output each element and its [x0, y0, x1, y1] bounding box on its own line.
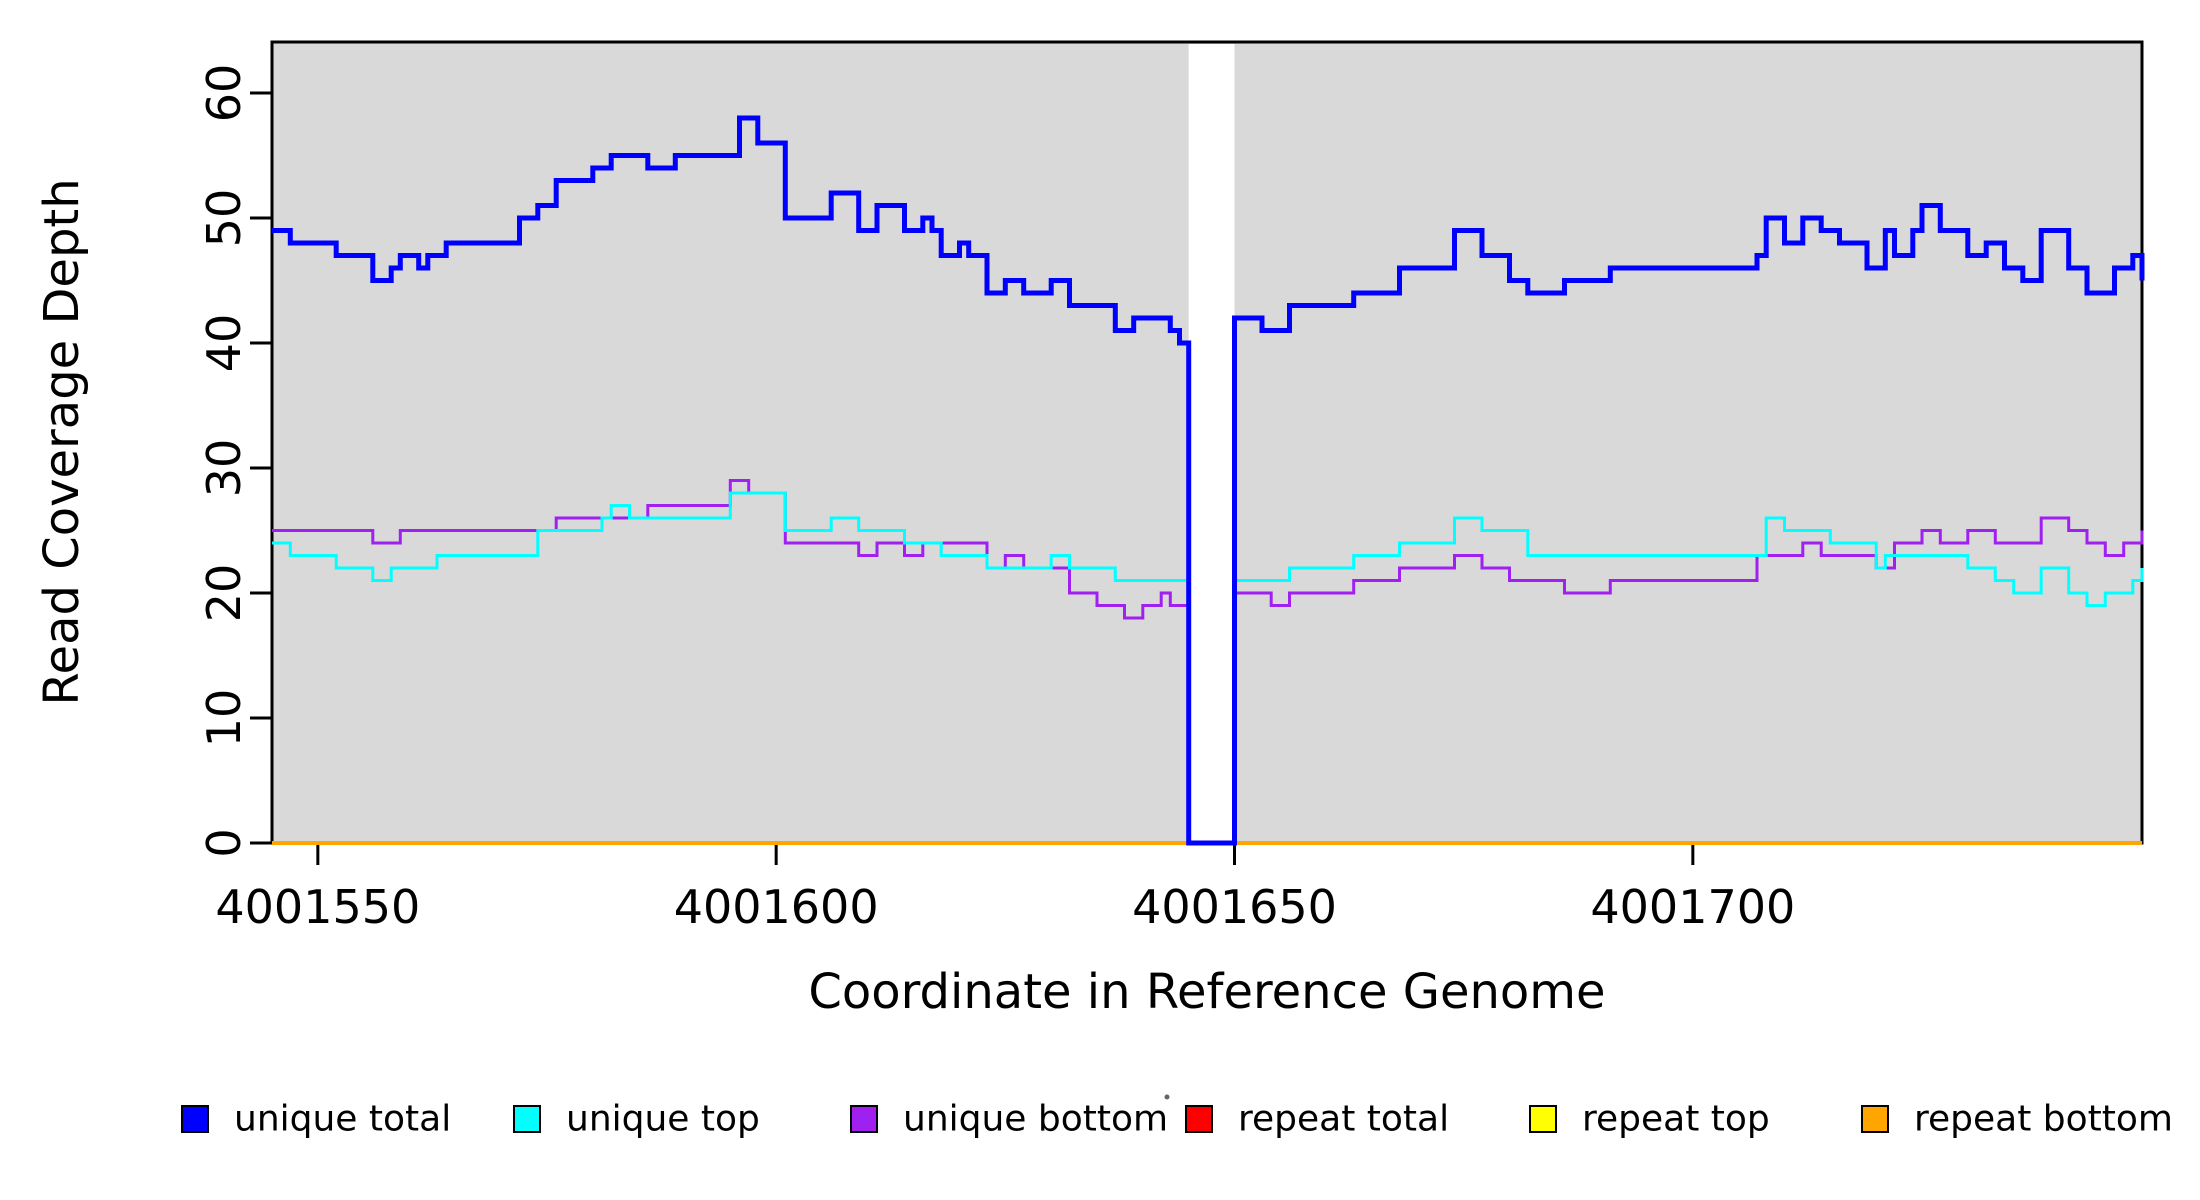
y-tick-label: 20 [197, 564, 251, 623]
legend-layer: unique total unique top unique bottom repea… [181, 1094, 2173, 1140]
legend-label-repeat-total: repeat total [1238, 1099, 1449, 1140]
legend-label-repeat-bottom: repeat bottom [1914, 1099, 2173, 1140]
legend-item-repeat-total: repeat total [1185, 1099, 1449, 1140]
y-axis-title: Read Coverage Depth [34, 178, 90, 705]
legend-label-unique-top: unique top [566, 1099, 760, 1140]
series-unique-total-line [272, 115, 2145, 846]
axis-layer: 4001550 4001600 4001650 4001700 0 10 20 30 40 50 6… [197, 40, 2144, 934]
x-tick-label: 4001650 [1132, 880, 1337, 934]
y-tick-label: 40 [197, 314, 251, 373]
legend-item-repeat-top: repeat top [1529, 1099, 1770, 1140]
x-axis-title: Coordinate in Reference Genome [808, 964, 1605, 1020]
legend-swatch-unique-bottom [850, 1105, 878, 1133]
plot-background-layer [272, 42, 2142, 843]
x-tick-label: 4001700 [1590, 880, 1795, 934]
legend-label-unique-total: unique total [234, 1099, 451, 1140]
y-tick-label: 50 [197, 189, 251, 248]
y-tick-label: 30 [197, 439, 251, 498]
y-tick-label: 10 [197, 689, 251, 748]
series-layer [272, 115, 2145, 846]
y-tick-label: 0 [197, 828, 251, 857]
legend-swatch-repeat-bottom [1861, 1105, 1889, 1133]
series-unique-bottom-line [272, 479, 2144, 845]
legend-item-repeat-bottom: repeat bottom [1861, 1099, 2173, 1140]
y-tick-label: 60 [197, 64, 251, 123]
legend-swatch-repeat-total [1185, 1105, 1213, 1133]
legend-label-unique-bottom: unique bottom [903, 1099, 1168, 1140]
coverage-gap-band [1188, 44, 1235, 843]
legend-label-repeat-top: repeat top [1582, 1099, 1770, 1140]
x-tick-label: 4001550 [215, 880, 420, 934]
legend-item-unique-bottom: unique bottom [850, 1099, 1168, 1140]
legend-item-unique-top: unique top [513, 1099, 760, 1140]
legend-swatch-unique-total [181, 1105, 209, 1133]
legend-swatch-repeat-top [1529, 1105, 1557, 1133]
legend-swatch-unique-top [513, 1105, 541, 1133]
x-tick-label: 4001600 [674, 880, 879, 934]
legend-item-unique-total: unique total [181, 1099, 451, 1140]
stray-dot [1164, 1094, 1170, 1100]
